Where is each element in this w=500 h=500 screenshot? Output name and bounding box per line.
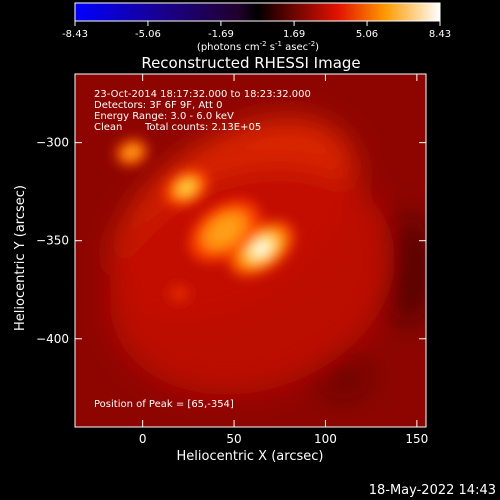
info-peak-position: Position of Peak = [65,-354] <box>94 399 234 410</box>
x-tick-label: 100 <box>314 432 337 446</box>
colorbar-tick-label: -8.43 <box>62 29 88 40</box>
plot-title: Reconstructed RHESSI Image <box>141 54 360 72</box>
x-axis-ticks: 0 50 100 150 <box>139 74 428 446</box>
colorbar-tick-label: 1.69 <box>283 29 305 40</box>
info-energy: Energy Range: 3.0 - 6.0 keV <box>94 111 234 122</box>
colorbar-ticks: -8.43 -5.06 -1.69 1.69 5.06 8.43 <box>62 21 451 40</box>
plot-frame <box>74 73 427 428</box>
colorbar-tick-label: -1.69 <box>208 29 234 40</box>
flare-source <box>168 284 191 303</box>
colorbar-tick-label: -5.06 <box>135 29 161 40</box>
flare-source <box>115 139 148 166</box>
y-axis-label: Heliocentric Y (arcsec) <box>13 185 28 331</box>
colorbar <box>74 2 441 22</box>
solar-image <box>75 74 426 427</box>
x-axis-label: Heliocentric X (arcsec) <box>177 449 324 464</box>
colorbar-tick-label: 8.43 <box>429 29 451 40</box>
info-total-counts: Total counts: 2.13E+05 <box>144 122 261 133</box>
y-tick-label: −350 <box>36 234 69 248</box>
x-tick-label: 150 <box>405 432 428 446</box>
info-clean: Clean <box>94 122 122 133</box>
flare-source <box>109 165 395 395</box>
info-time-range: 23-Oct-2014 18:17:32.000 to 18:23:32.000 <box>94 89 311 100</box>
y-axis-ticks: −300 −350 −400 <box>36 136 426 346</box>
x-tick-label: 0 <box>139 432 147 446</box>
colorbar-tick-label: 5.06 <box>356 29 378 40</box>
info-detectors: Detectors: 3F 6F 9F, Att 0 <box>94 100 222 111</box>
dark-region <box>316 356 372 400</box>
y-tick-label: −400 <box>36 332 69 346</box>
flare-source <box>188 199 261 263</box>
flare-source <box>164 169 209 207</box>
info-block: 23-Oct-2014 18:17:32.000 to 18:23:32.000… <box>94 89 311 410</box>
x-tick-label: 50 <box>226 432 241 446</box>
footer-date: 18-May-2022 14:43 <box>369 483 496 498</box>
y-tick-label: −300 <box>36 136 69 150</box>
colorbar-units: (photons cm-2 s-1 asec-2) <box>197 40 319 53</box>
